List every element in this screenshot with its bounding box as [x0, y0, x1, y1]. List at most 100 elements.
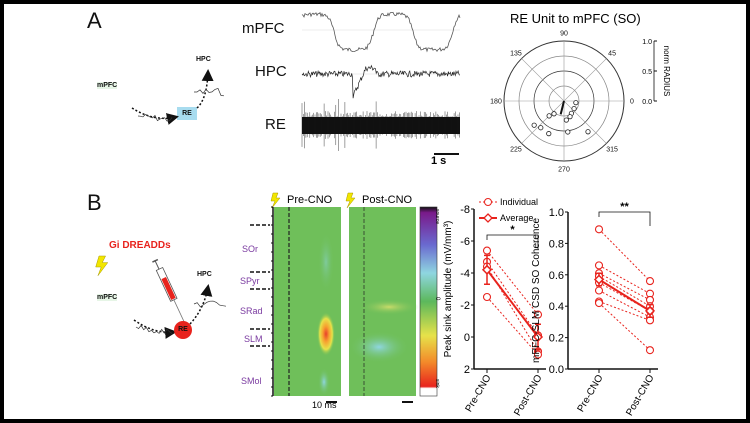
sink-y-tick-label: 2 [464, 364, 470, 376]
coherence-individual-point [594, 286, 604, 295]
heatmap-title-post: Post-CNO [362, 194, 413, 206]
coherence-individual-line [598, 272, 651, 301]
coherence-individual-line [598, 275, 651, 307]
sink-significance: * [510, 224, 515, 236]
heatmap-source-spot [318, 368, 330, 396]
diagram-a-hpc-label: HPC [196, 56, 211, 63]
coherence-individual-line [598, 228, 651, 282]
sink-y-tick-label: -8 [460, 204, 470, 216]
output-wave [193, 300, 227, 308]
diagram-b-mpfc-label: mPFC [97, 294, 118, 301]
diagram-b-re-label: RE [178, 326, 188, 333]
coherence-individual-point [594, 225, 604, 234]
polar-point [563, 117, 569, 123]
sink-significance-bracket [486, 234, 539, 249]
coherence-individual-point [594, 299, 604, 308]
diagram-b-hpc-label: HPC [197, 271, 212, 278]
coherence-average-point [593, 274, 605, 285]
figure: A mPFC RE HPC mPFC HPC RE 1 s RE Unit to… [4, 4, 746, 419]
polar-angle-tick: 315 [606, 147, 618, 154]
sink-individual-line [486, 296, 539, 355]
heatmap-sink-spot [317, 312, 335, 356]
coherence-y-tick-label: 0.8 [549, 238, 564, 250]
legend-individual-marker [484, 198, 492, 206]
polar-point [546, 113, 552, 119]
polar-point [567, 114, 573, 120]
sink-average-point [481, 264, 493, 275]
diagram-a-mpfc-label: mPFC [97, 82, 118, 89]
polar-title: RE Unit to mPFC (SO) [510, 11, 641, 26]
diagram-a-re-label: RE [182, 110, 192, 117]
sink-y-tick-label: -6 [460, 236, 470, 248]
input-wave [137, 114, 173, 122]
sink-y-label: Peak sink amplitude (mV/mm³) [443, 221, 454, 358]
input-wave [135, 324, 173, 334]
diagram-a-re-box: RE [177, 107, 197, 120]
legend-individual-label: Individual [500, 197, 538, 207]
polar-angle-tick: 90 [560, 31, 568, 38]
layer-label-srad: SRad [240, 306, 263, 316]
radius-tick-label: 0.0 [642, 99, 652, 106]
polar-point [538, 125, 544, 131]
coherence-average-line [598, 278, 651, 312]
mpfc-trace [301, 11, 461, 53]
trace-scale-label: 1 s [431, 155, 447, 167]
sink-individual-point [533, 350, 543, 359]
polar-plot: 90 45 0 315 270 225 180 135 1.0 0.5 0.0 norm RADIUS [490, 31, 671, 174]
sink-y-tick-label: -2 [460, 300, 470, 312]
re-node [174, 321, 192, 339]
polar-point [571, 105, 577, 112]
coherence-individual-point [645, 346, 655, 355]
radius-axis-label: norm RADIUS [662, 46, 671, 97]
sink-individual-line [486, 261, 539, 336]
coherence-y-tick-label: 0.6 [549, 270, 564, 282]
colorbar [419, 206, 438, 397]
polar-point [565, 129, 571, 135]
polar-point [531, 122, 537, 128]
diagram-a-arrows [131, 69, 225, 125]
legend-average-label: Average [500, 213, 533, 223]
sink-individual-point [533, 310, 543, 319]
legend-average-marker [483, 213, 493, 223]
polar-angle-tick: 270 [558, 167, 570, 174]
coherence-y-tick-label: 0.0 [549, 364, 564, 376]
heatmap-scale-label: 10 ms [312, 400, 337, 410]
coherence-individual-line [598, 290, 651, 318]
coherence-y-tick-label: 0.2 [549, 333, 564, 345]
coherence-x-tick-label: Pre-CNO [576, 373, 606, 414]
sink-y-tick-label: 0 [464, 332, 470, 344]
polar-point [573, 100, 579, 106]
layer-label-spyr: SPyr [240, 276, 260, 286]
sink-average-point [532, 331, 544, 343]
diagram-b [95, 255, 227, 339]
csd-heatmaps [250, 192, 438, 403]
coherence-individual-line [598, 301, 651, 321]
layer-label-smol: SMol [241, 376, 262, 386]
hpc-trace [301, 64, 460, 99]
lightning-bolt-icon [270, 192, 281, 209]
polar-angle-tick: 0 [630, 99, 634, 106]
coherence-y-label: mPFC-SLM CSD SO Coherence [531, 218, 542, 363]
coherence-y-tick-label: 1.0 [549, 207, 564, 219]
heatmap-source-spot [318, 232, 334, 292]
sink-y-tick-label: -4 [460, 268, 470, 280]
radius-tick-label: 1.0 [642, 39, 652, 46]
coherence-y-tick-label: 0.4 [549, 301, 564, 313]
lightning-bolt-icon [95, 255, 109, 276]
polar-angle-tick: 135 [510, 50, 522, 57]
coherence-individual-point [594, 261, 604, 270]
layer-label-slm: SLM [244, 334, 263, 344]
polar-angle-tick: 225 [510, 147, 522, 154]
polar-angle-tick: 45 [608, 50, 616, 57]
trace-label-re: RE [265, 116, 286, 133]
polar-angle-tick: 180 [490, 99, 502, 106]
coherence-individual-line [598, 264, 651, 295]
trace-label-hpc: HPC [255, 63, 287, 80]
coherence-significance: ** [620, 201, 629, 213]
layer-label-sor: SOr [242, 244, 259, 254]
polar-point [546, 131, 552, 137]
polar-mean-vector [559, 100, 565, 115]
coherence-average-point [644, 305, 656, 316]
sink-individual-line [486, 250, 539, 315]
